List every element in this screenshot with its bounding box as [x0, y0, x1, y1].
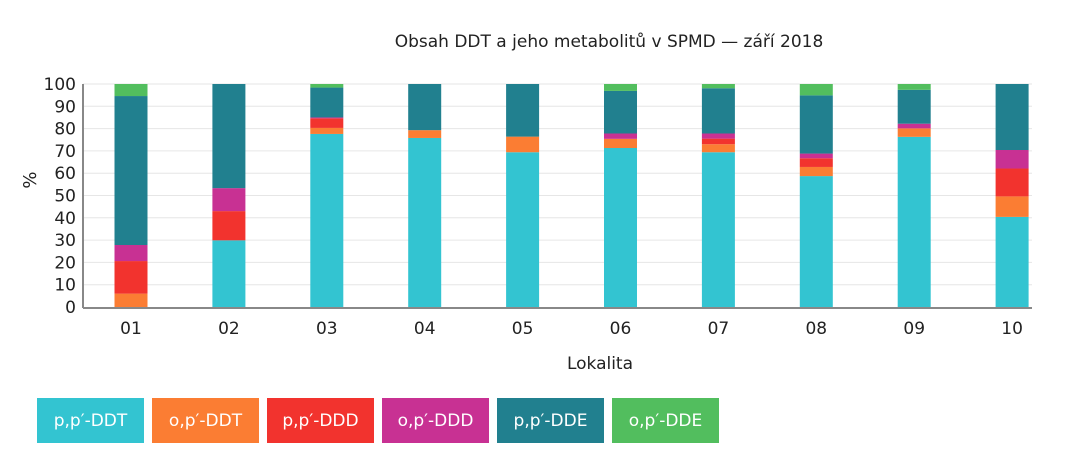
bar-segment-03-0 [310, 133, 344, 307]
x-tick-label: 01 [120, 319, 142, 339]
bar-segment-07-2 [701, 138, 735, 145]
bar-segment-08-4 [799, 95, 833, 154]
bar-segment-09-1 [897, 128, 931, 137]
bar-segment-03-5 [310, 84, 344, 88]
bar-segment-01-4 [114, 96, 148, 246]
y-tick-label: 10 [54, 276, 76, 296]
y-tick-label: 40 [54, 209, 76, 229]
chart-title: Obsah DDT a jeho metabolitů v SPMD — zář… [394, 32, 824, 52]
x-tick-label: 04 [414, 319, 436, 339]
legend-item[interactable]: o,p′-DDT [152, 398, 259, 443]
bar-segment-05-1 [506, 136, 540, 153]
y-tick-label: 0 [65, 298, 76, 318]
bar-segment-09-3 [897, 123, 931, 129]
bar-segment-08-3 [799, 153, 833, 159]
bar-segment-04-4 [408, 84, 442, 131]
y-tick-label: 30 [54, 231, 76, 251]
bar-segment-10-4 [995, 84, 1029, 151]
bar-segment-04-1 [408, 130, 442, 138]
x-tick-label: 08 [805, 319, 827, 339]
bar-segment-08-2 [799, 158, 833, 167]
bar-segment-05-0 [506, 152, 540, 307]
bar-segment-08-0 [799, 176, 833, 307]
x-axis-label: Lokalita [567, 354, 633, 374]
bar-segment-06-0 [604, 148, 637, 307]
y-tick-label: 60 [54, 164, 76, 184]
bar-segment-02-2 [212, 211, 246, 241]
x-tick-label: 06 [610, 319, 632, 339]
x-tick-label: 02 [218, 319, 240, 339]
bar-segment-01-1 [114, 293, 148, 307]
y-tick-label: 80 [54, 120, 76, 140]
bar-segment-06-1 [604, 138, 637, 149]
bar-segment-04-0 [408, 137, 442, 307]
bar-segment-09-4 [897, 89, 931, 124]
y-tick-label: 20 [54, 253, 76, 273]
bar-segment-01-3 [114, 245, 148, 262]
x-tick-label: 07 [708, 319, 730, 339]
y-axis-label: % [20, 171, 41, 188]
bar-segment-06-4 [604, 90, 637, 134]
legend-item[interactable]: o,p′-DDE [612, 398, 719, 443]
bar-segment-02-0 [212, 240, 246, 307]
bar-segment-02-3 [212, 188, 246, 212]
bar-segment-07-4 [701, 88, 735, 134]
bar-segment-03-4 [310, 87, 344, 118]
bar-segment-05-4 [506, 84, 540, 137]
bar-segment-06-5 [604, 84, 637, 91]
bar-segment-10-3 [995, 150, 1029, 169]
legend: p,p′-DDT o,p′-DDT p,p′-DDD o,p′-DDD p,p′-DDE… [37, 398, 719, 443]
y-tick-label: 50 [54, 187, 76, 207]
bar-segment-03-3 [310, 117, 344, 119]
bar-segment-07-3 [701, 133, 735, 139]
bar-segment-09-0 [897, 136, 931, 307]
bar-segment-06-3 [604, 133, 637, 139]
bar-segment-10-1 [995, 196, 1029, 217]
y-tick-label: 100 [44, 75, 76, 95]
bar-segment-07-1 [701, 144, 735, 153]
x-tick-label: 03 [316, 319, 338, 339]
bar-segment-02-4 [212, 84, 246, 189]
x-tick-label: 05 [512, 319, 534, 339]
legend-item[interactable]: p,p′-DDT [37, 398, 144, 443]
x-tick-label: 10 [1001, 319, 1023, 339]
bar-segment-03-2 [310, 118, 344, 128]
bar-segment-01-5 [114, 84, 148, 97]
bar-segment-10-0 [995, 216, 1029, 307]
bar-segment-03-1 [310, 127, 344, 134]
bar-segment-08-5 [799, 84, 833, 96]
bar-segment-07-5 [701, 84, 735, 89]
bar-segment-01-2 [114, 261, 148, 294]
legend-item[interactable]: p,p′-DDE [497, 398, 604, 443]
bar-segment-07-0 [701, 152, 735, 307]
y-tick-label: 90 [54, 97, 76, 117]
bar-segment-10-2 [995, 168, 1029, 197]
legend-item[interactable]: p,p′-DDD [267, 398, 374, 443]
bar-segment-09-5 [897, 84, 931, 90]
y-tick-label: 70 [54, 142, 76, 162]
x-tick-label: 09 [903, 319, 925, 339]
legend-item[interactable]: o,p′-DDD [382, 398, 489, 443]
bar-segment-08-1 [799, 166, 833, 177]
